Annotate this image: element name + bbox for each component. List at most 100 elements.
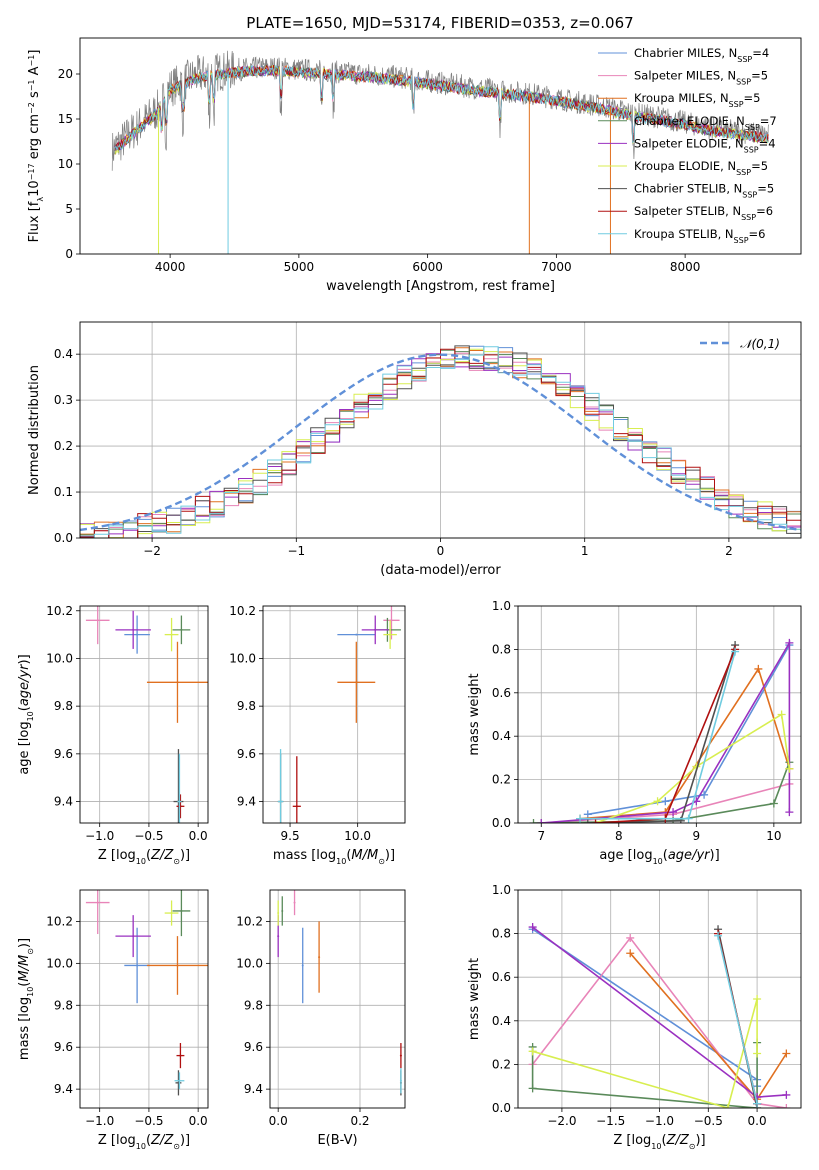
tick-label-y: 0.6 <box>492 686 511 700</box>
tick-label-y: 10.0 <box>236 956 263 970</box>
tick-label-y: 0.3 <box>54 393 73 407</box>
point-3 <box>180 628 183 631</box>
point-5 <box>389 633 392 636</box>
legend-label-2: Kroupa MILES, NSSP=5 <box>634 91 760 109</box>
tick-label-y: 1.0 <box>492 599 511 613</box>
plot-weight-vs-age <box>529 638 794 823</box>
axes-frame <box>517 605 802 824</box>
point-0 <box>136 964 139 967</box>
point-1 <box>96 901 99 904</box>
legend-label-1: Salpeter MILES, NSSP=5 <box>634 69 768 87</box>
tick-label-y: 9.8 <box>54 998 73 1012</box>
model-spectrum-8 <box>114 64 769 151</box>
tick-label-y: 9.6 <box>237 747 256 761</box>
point-8 <box>178 1079 181 1082</box>
weight-line-3 <box>531 1042 758 1108</box>
point-5 <box>170 633 173 636</box>
xlabel-age-vs-Z: Z [log10(Z/Z⊙)] <box>98 848 190 866</box>
weight-line-2 <box>579 667 791 820</box>
tick-label-x: 5000 <box>284 260 315 274</box>
tick-label-y: 1.0 <box>492 883 511 897</box>
grid-age-vs-Z <box>80 606 208 823</box>
weight-marker-3 <box>769 799 778 808</box>
weight-marker-5 <box>777 710 786 719</box>
tick-label-x: 8 <box>615 829 623 843</box>
point-5 <box>170 912 173 915</box>
grid-age-vs-mass <box>263 606 405 823</box>
axes-frame <box>79 37 802 255</box>
tick-label-x: 9.5 <box>281 829 300 843</box>
point-3 <box>281 909 284 912</box>
weight-marker-4 <box>528 923 537 932</box>
point-3 <box>180 909 183 912</box>
ylabel-weight-vs-Z: mass weight <box>467 958 482 1040</box>
tick-label-y: 10.2 <box>229 604 256 618</box>
tick-label-x: −1 <box>287 544 305 558</box>
axes-frame <box>262 605 406 824</box>
weight-marker-8 <box>714 931 723 940</box>
point-2 <box>355 681 358 684</box>
ylabel-weight-vs-age: mass weight <box>467 673 482 755</box>
tick-label-x: 2 <box>725 544 733 558</box>
tick-label-x: 8000 <box>670 260 701 274</box>
tick-label-y: 0.8 <box>492 642 511 656</box>
tick-label-x: −0.5 <box>694 1114 723 1128</box>
plot-mass-vs-Z <box>85 890 208 1096</box>
weight-marker-0 <box>700 790 709 799</box>
tick-label-y: 10.0 <box>229 651 256 665</box>
tick-label-x: 10.0 <box>344 829 371 843</box>
legend-label-6: Chabrier STELIB, NSSP=5 <box>634 182 774 200</box>
tick-label-x: −1.0 <box>85 1114 114 1128</box>
legend-label-4: Salpeter ELODIE, NSSP=4 <box>634 136 776 154</box>
weight-line-8 <box>717 935 758 1104</box>
weight-marker-2 <box>782 1049 791 1058</box>
ylabel-spectrum: Flux [fλ10−17 erg cm−2 s−1 A−1] <box>27 50 45 243</box>
tick-label-y: 20 <box>58 67 73 81</box>
weight-line-6 <box>587 644 736 823</box>
tick-label-y: 0.6 <box>492 970 511 984</box>
tick-label-x: −2 <box>143 544 161 558</box>
tick-label-x: 0 <box>437 544 445 558</box>
weight-marker-4 <box>785 638 794 647</box>
tick-label-x: −1.0 <box>645 1114 674 1128</box>
xlabel-spectrum: wavelength [Angstrom, rest frame] <box>326 279 555 294</box>
point-7 <box>179 1054 182 1057</box>
tick-label-y: 9.4 <box>54 795 73 809</box>
tick-label-y: 5 <box>65 202 73 216</box>
plot-spectrum <box>111 50 770 254</box>
legend-label-7: Salpeter STELIB, NSSP=6 <box>634 204 773 222</box>
tick-label-y: 9.4 <box>237 795 256 809</box>
weight-marker-8 <box>576 814 585 823</box>
point-4 <box>277 935 280 938</box>
weight-marker-3 <box>529 819 538 823</box>
legend-label-0: Chabrier MILES, NSSP=4 <box>634 46 769 64</box>
grid-mass-vs-Z <box>80 890 208 1108</box>
point-1 <box>293 901 296 904</box>
point-0 <box>301 964 304 967</box>
axes-frame <box>269 889 406 1109</box>
tick-label-x: 10 <box>766 829 781 843</box>
point-2 <box>318 956 321 959</box>
tick-label-x: −0.5 <box>134 829 163 843</box>
xlabel-mass-vs-Z: Z [log10(Z/Z⊙)] <box>98 1133 190 1151</box>
weight-marker-4 <box>669 808 678 817</box>
tick-label-y: 0 <box>65 247 73 261</box>
axes-frame <box>79 605 209 824</box>
point-8 <box>279 800 282 803</box>
tick-label-x: 1 <box>581 544 589 558</box>
plot-weight-vs-Z <box>528 923 791 1108</box>
normal-reference-curve <box>80 353 801 532</box>
observed-spectrum <box>111 50 770 171</box>
weight-marker-1 <box>626 933 635 942</box>
xlabel-age-vs-mass: mass [log10(M/M⊙)] <box>273 848 395 866</box>
tick-label-y: 10.0 <box>46 956 73 970</box>
point-4 <box>132 935 135 938</box>
tick-label-y: 10.2 <box>236 914 263 928</box>
model-spectrum-4 <box>114 64 769 153</box>
tick-label-y: 0.2 <box>54 439 73 453</box>
axes-mass-vs-ebv: 0.0 0.2 9.4 9.6 9.8 10.0 10.2 <box>236 889 406 1128</box>
weight-marker-5 <box>653 797 662 806</box>
tick-label-x: 9 <box>693 829 701 843</box>
tick-label-x: 0.0 <box>189 829 208 843</box>
point-2 <box>176 681 179 684</box>
